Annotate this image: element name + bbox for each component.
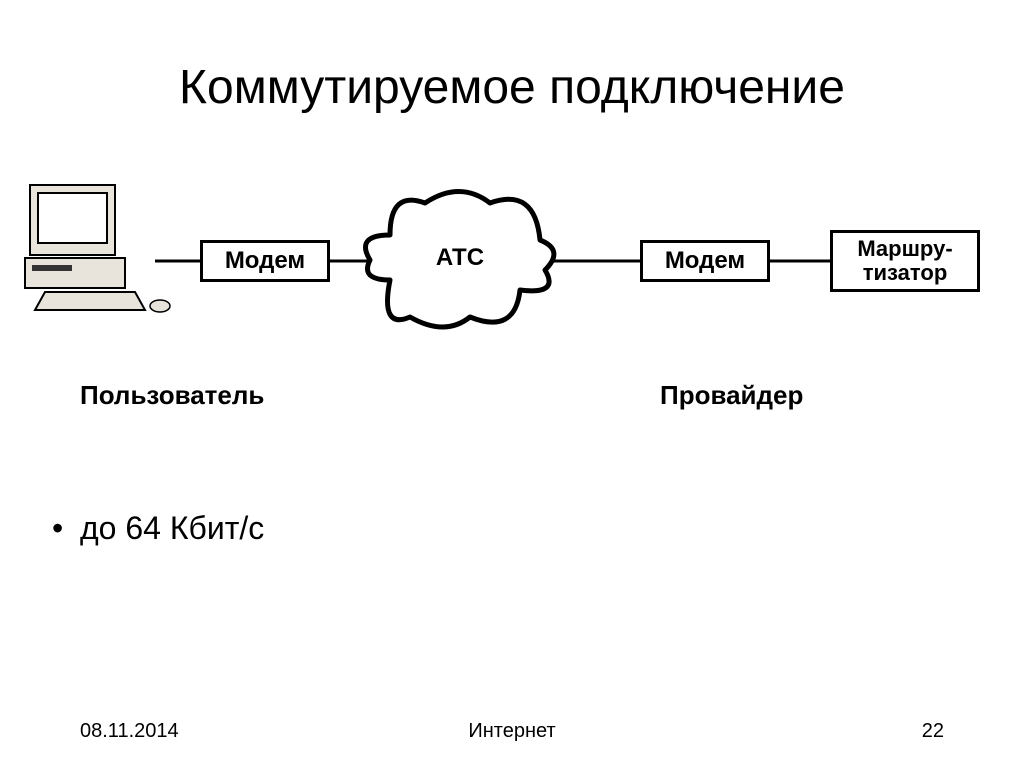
node-modem-2-label: Модем: [665, 248, 745, 274]
computer-icon: [25, 185, 170, 312]
node-modem-1-label: Модем: [225, 248, 305, 274]
footer-page-number: 22: [922, 720, 944, 743]
slide-title: Коммутируемое подключение: [0, 60, 1024, 115]
node-modem-2: Модем: [640, 240, 770, 282]
role-provider-label: Провайдер: [660, 380, 803, 411]
role-user-label: Пользователь: [80, 380, 264, 411]
node-ats-label: АТС: [370, 244, 550, 272]
bullet-speed: до 64 Кбит/с: [80, 510, 264, 547]
footer-center: Интернет: [0, 720, 1024, 743]
node-modem-1: Модем: [200, 240, 330, 282]
node-router-label: Маршру-тизатор: [857, 237, 952, 285]
node-router: Маршру-тизатор: [830, 230, 980, 292]
network-diagram: Модем АТС Модем Маршру-тизатор Пользоват…: [0, 170, 1024, 370]
